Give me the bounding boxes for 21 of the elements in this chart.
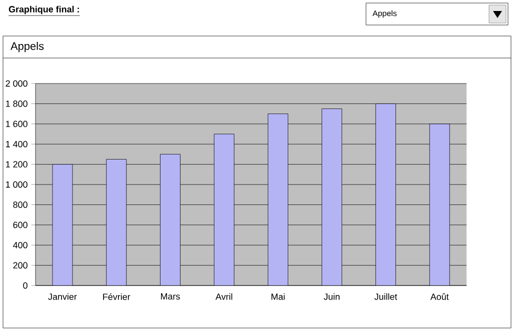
y-tick-label: 1 800 [6, 100, 28, 107]
y-tick-label: 1 000 [6, 181, 28, 188]
y-tick-label: 2 000 [6, 80, 28, 87]
y-tick-label: 1 600 [6, 120, 28, 128]
text: Graphique final : [8, 6, 79, 14]
y-tick-label: 200 [13, 262, 28, 268]
x-tick-label: Février [103, 293, 130, 300]
chart-title: Appels [10, 42, 44, 52]
y-tick-label: 1 200 [6, 161, 28, 168]
x-tick-label: Mars [161, 293, 180, 300]
y-tick-label: 1 400 [6, 140, 28, 148]
x-tick-label: Janvier [48, 293, 77, 300]
x-tick-label: Mai [272, 293, 285, 300]
y-tick-label: 0 [23, 282, 28, 289]
x-tick-label: Juin [324, 293, 340, 300]
x-tick-label: Août [430, 293, 449, 300]
y-tick-label: 800 [13, 202, 28, 208]
y-tick-label: 400 [13, 242, 28, 248]
x-tick-label: Avril [216, 293, 232, 300]
x-tick-label: Juillet [374, 293, 398, 300]
y-tick-label: 600 [13, 222, 28, 228]
